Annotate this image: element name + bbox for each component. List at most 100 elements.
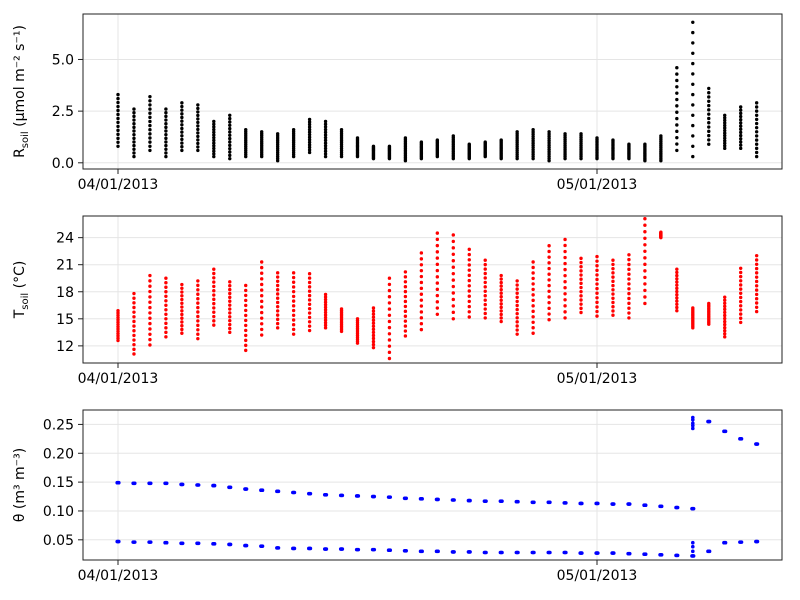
data-point	[723, 322, 727, 327]
data-point	[691, 113, 695, 117]
data-point	[611, 313, 615, 317]
data-point	[643, 249, 647, 254]
data-point	[164, 276, 168, 280]
data-point	[515, 291, 519, 295]
data-point	[754, 262, 759, 266]
data-point	[260, 294, 264, 298]
data-point	[723, 139, 727, 143]
data-point	[467, 310, 471, 314]
data-point	[291, 271, 296, 275]
data-point	[371, 327, 376, 332]
data-point	[180, 297, 184, 302]
data-point	[355, 136, 360, 140]
data-point	[691, 506, 696, 511]
data-point	[675, 293, 679, 297]
data-point	[180, 101, 184, 105]
data-point	[307, 302, 312, 307]
data-point	[675, 85, 679, 89]
data-point	[323, 318, 328, 322]
data-point	[595, 300, 599, 305]
data-point	[164, 312, 168, 317]
data-point	[164, 136, 168, 141]
data-point	[723, 313, 727, 318]
data-point	[387, 356, 392, 361]
data-point	[611, 283, 615, 288]
data-point	[419, 140, 424, 144]
data-point	[196, 296, 200, 301]
data-point	[323, 300, 328, 304]
data-point	[627, 551, 632, 556]
data-point	[451, 284, 455, 289]
x-tick-label: 04/01/2013	[78, 371, 159, 387]
data-point	[371, 339, 376, 344]
data-point	[116, 104, 120, 109]
data-point	[739, 146, 743, 151]
data-point	[675, 97, 679, 102]
data-point	[323, 303, 328, 307]
data-point	[212, 130, 216, 134]
data-point	[275, 275, 280, 279]
data-point	[754, 284, 759, 288]
data-point	[723, 316, 727, 321]
data-point	[307, 306, 312, 311]
data-point	[483, 140, 487, 144]
data-point	[691, 92, 695, 97]
data-point	[659, 230, 663, 234]
data-point	[196, 323, 200, 328]
data-point	[483, 285, 487, 289]
data-point	[739, 437, 744, 441]
data-point	[212, 154, 216, 159]
data-point	[244, 283, 248, 288]
data-point	[148, 279, 152, 283]
data-point	[531, 293, 535, 297]
data-point	[307, 138, 312, 142]
data-point	[307, 276, 312, 280]
data-point	[387, 319, 392, 324]
data-point	[707, 108, 711, 112]
data-point	[132, 125, 136, 130]
data-point	[196, 336, 200, 341]
data-point	[244, 487, 249, 491]
data-point	[323, 295, 328, 299]
data-point	[180, 290, 184, 294]
data-point	[451, 259, 455, 263]
data-point	[499, 309, 503, 313]
data-point	[754, 121, 759, 126]
data-point	[228, 311, 232, 315]
data-point	[723, 121, 727, 125]
data-point	[196, 103, 200, 107]
data-point	[627, 296, 631, 301]
data-point	[260, 488, 265, 492]
data-point	[707, 138, 711, 142]
data-point	[260, 265, 264, 270]
data-point	[596, 501, 600, 506]
data-point	[595, 282, 599, 286]
data-point	[275, 296, 280, 300]
data-point	[117, 480, 121, 485]
data-point	[180, 331, 184, 335]
data-point	[611, 309, 615, 313]
data-point	[451, 265, 455, 269]
data-point	[323, 125, 328, 129]
y-tick-label: 2.5	[52, 104, 74, 120]
data-point	[371, 315, 376, 319]
data-point	[516, 550, 520, 555]
data-point	[579, 277, 583, 281]
data-point	[627, 262, 631, 267]
data-point	[228, 307, 232, 311]
data-point	[196, 134, 200, 139]
data-point	[148, 300, 152, 304]
data-point	[132, 338, 136, 342]
data-point	[275, 279, 280, 283]
data-point	[579, 294, 583, 298]
data-point	[531, 128, 535, 132]
data-point	[116, 144, 120, 148]
data-point	[196, 283, 200, 288]
data-point	[387, 338, 392, 342]
data-point	[180, 305, 184, 309]
data-point	[387, 350, 392, 355]
data-point	[723, 307, 727, 312]
data-point	[403, 334, 408, 338]
data-point	[116, 132, 120, 137]
data-point	[403, 304, 408, 309]
